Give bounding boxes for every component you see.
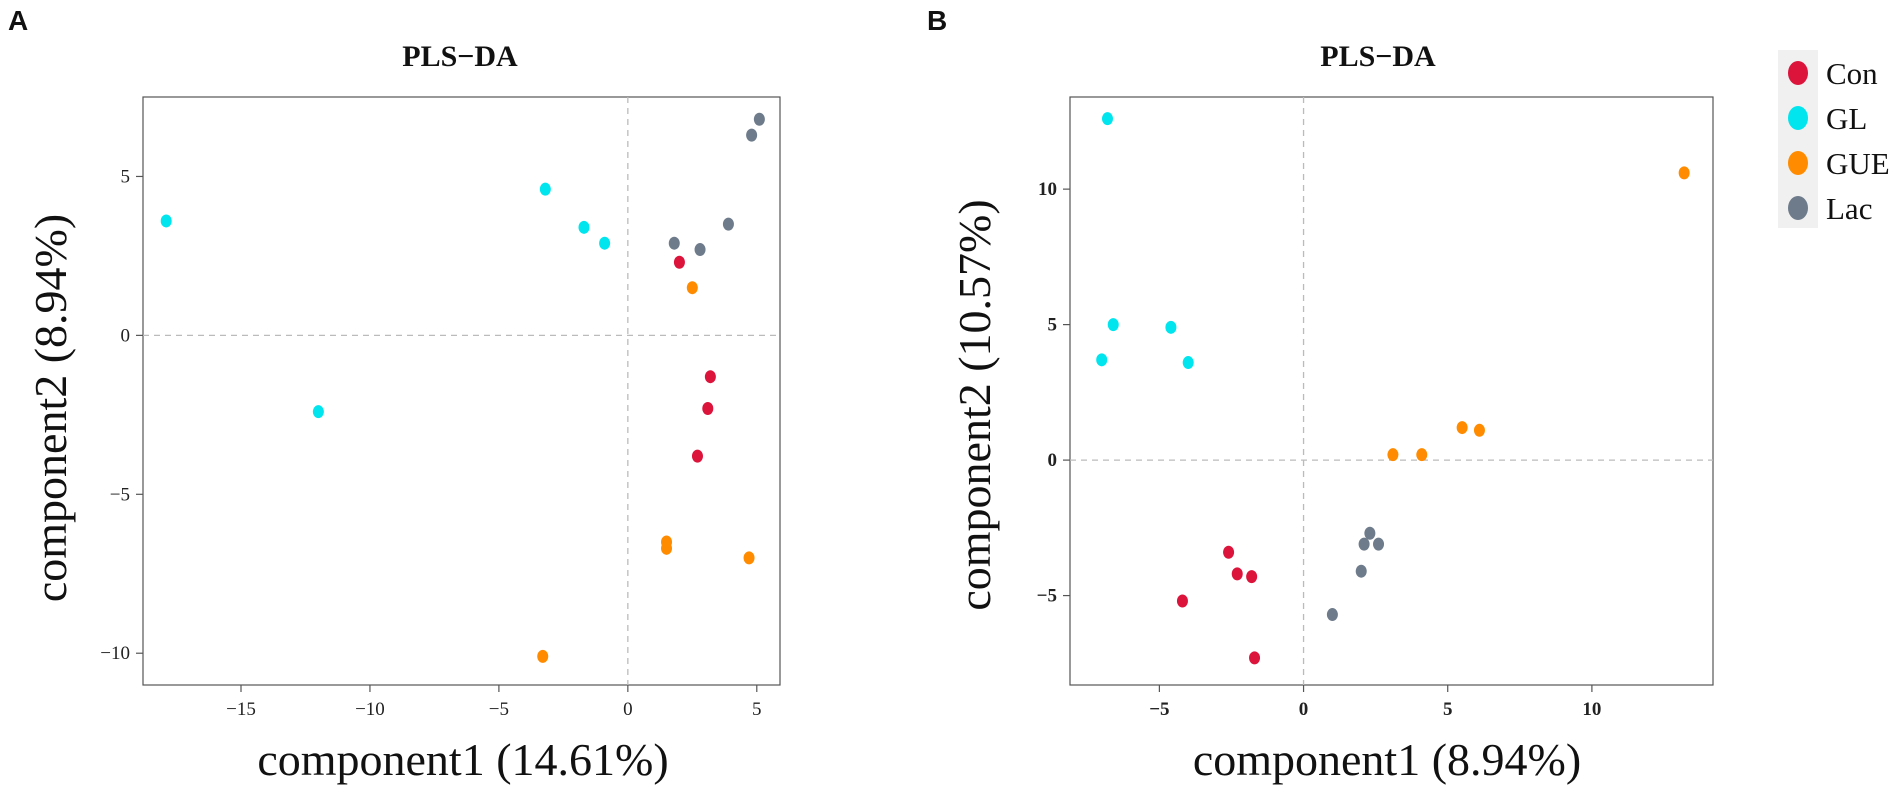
point-gue	[537, 649, 549, 663]
x-tick-label: 5	[752, 699, 762, 720]
point-gue	[1456, 421, 1468, 435]
point-con	[1176, 594, 1188, 608]
point-con	[1246, 570, 1258, 584]
point-con	[704, 370, 716, 384]
panel-a-xlabel: component1 (14.61%)	[257, 734, 668, 785]
point-lac	[1373, 537, 1385, 551]
point-gl	[1101, 112, 1113, 126]
point-lac	[1355, 564, 1367, 578]
legend-label-gl: GL	[1826, 101, 1867, 136]
point-gue	[661, 541, 673, 555]
legend: Con GL GUE Lac	[1778, 50, 1890, 228]
x-tick-label: 0	[1299, 699, 1309, 720]
point-con	[1231, 567, 1243, 581]
plot-frame	[1069, 96, 1714, 686]
panel-b-ylabel: component2 (10.57%)	[949, 199, 1000, 610]
x-tick-label: −5	[489, 699, 509, 720]
y-tick-label: 5	[1048, 315, 1058, 336]
panel-a-plot: −15 −10 −5 0 5 −10 −5 0 5	[100, 96, 781, 720]
y-tick-label: 10	[1038, 179, 1057, 200]
legend-swatch-gue	[1788, 151, 1808, 175]
point-gl	[160, 214, 172, 228]
point-lac	[722, 217, 734, 231]
x-tick-label: 5	[1443, 699, 1453, 720]
point-con	[673, 255, 685, 269]
x-tick-label: 10	[1582, 699, 1601, 720]
point-con	[1223, 545, 1235, 559]
y-tick-label: −10	[100, 643, 130, 664]
y-tick-label: 5	[121, 166, 131, 187]
legend-swatch-lac	[1788, 196, 1808, 220]
panel-b-plot: −5 0 5 10 −5 0 5 10	[1037, 96, 1714, 720]
panel-label-b: B	[927, 5, 947, 36]
x-tick-label: −10	[355, 699, 385, 720]
point-lac	[1326, 608, 1338, 622]
point-gue	[1387, 448, 1399, 462]
x-tick-label: −15	[226, 699, 256, 720]
point-lac	[694, 243, 706, 257]
point-gl	[1096, 353, 1108, 367]
point-lac	[753, 112, 765, 126]
point-lac	[746, 128, 758, 142]
x-tick-label: 0	[623, 699, 633, 720]
point-gue	[743, 551, 755, 565]
point-gl	[599, 236, 611, 250]
panel-b-xlabel: component1 (8.94%)	[1193, 734, 1581, 785]
panel-label-a: A	[8, 5, 28, 36]
panel-b-title: PLS−DA	[1320, 40, 1436, 73]
y-tick-label: −5	[1037, 586, 1057, 607]
point-con	[702, 401, 714, 415]
point-gl	[1107, 318, 1119, 332]
panel-a-ylabel: component2 (8.94%)	[25, 214, 76, 602]
legend-label-lac: Lac	[1826, 191, 1872, 226]
point-gue	[1678, 166, 1690, 180]
point-gue	[1473, 423, 1485, 437]
legend-label-gue: GUE	[1826, 146, 1890, 181]
x-tick-label: −5	[1149, 699, 1169, 720]
point-gue	[1416, 448, 1428, 462]
point-lac	[668, 236, 680, 250]
point-gl	[578, 220, 590, 234]
point-gl	[539, 182, 551, 196]
point-gl	[1182, 356, 1194, 370]
legend-swatch-gl	[1788, 106, 1808, 130]
legend-swatch-con	[1788, 61, 1808, 85]
panel-a-title: PLS−DA	[402, 40, 518, 73]
y-tick-label: 0	[121, 325, 131, 346]
point-con	[1249, 651, 1261, 665]
point-lac	[1364, 526, 1376, 540]
point-gl	[312, 405, 324, 419]
point-gue	[686, 281, 698, 295]
legend-label-con: Con	[1826, 56, 1878, 91]
point-con	[691, 449, 703, 463]
point-gl	[1165, 320, 1177, 334]
point-lac	[1358, 537, 1370, 551]
y-tick-label: −5	[110, 484, 130, 505]
plot-frame	[142, 96, 781, 686]
y-tick-label: 0	[1048, 450, 1058, 471]
